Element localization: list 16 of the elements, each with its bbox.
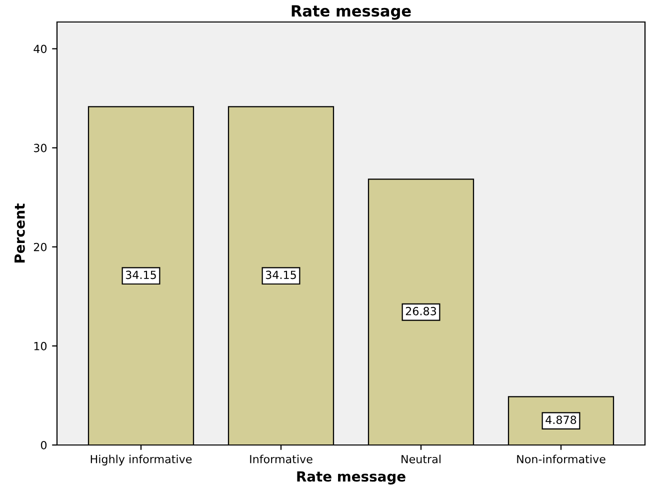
x-axis-title: Rate message — [297, 471, 406, 484]
data-label: 34.15 — [266, 270, 296, 280]
data-label: 34.15 — [126, 270, 156, 280]
y-axis-title: Percent — [14, 204, 25, 263]
y-tick-label: 10 — [34, 342, 47, 350]
data-label: 4.878 — [546, 416, 576, 424]
x-tick-label: Highly informative — [90, 454, 192, 466]
chart-title: Rate message — [292, 5, 411, 20]
x-tick-label: Informative — [250, 454, 312, 464]
x-tick-label: Non-informative — [517, 454, 606, 464]
y-tick-label: 0 — [40, 440, 47, 450]
y-tick-label: 40 — [34, 44, 47, 54]
y-tick-label: 30 — [34, 144, 47, 152]
data-label: 26.83 — [406, 306, 436, 316]
x-tick-label: Neutral — [402, 454, 440, 464]
y-tick-label: 20 — [34, 242, 47, 252]
